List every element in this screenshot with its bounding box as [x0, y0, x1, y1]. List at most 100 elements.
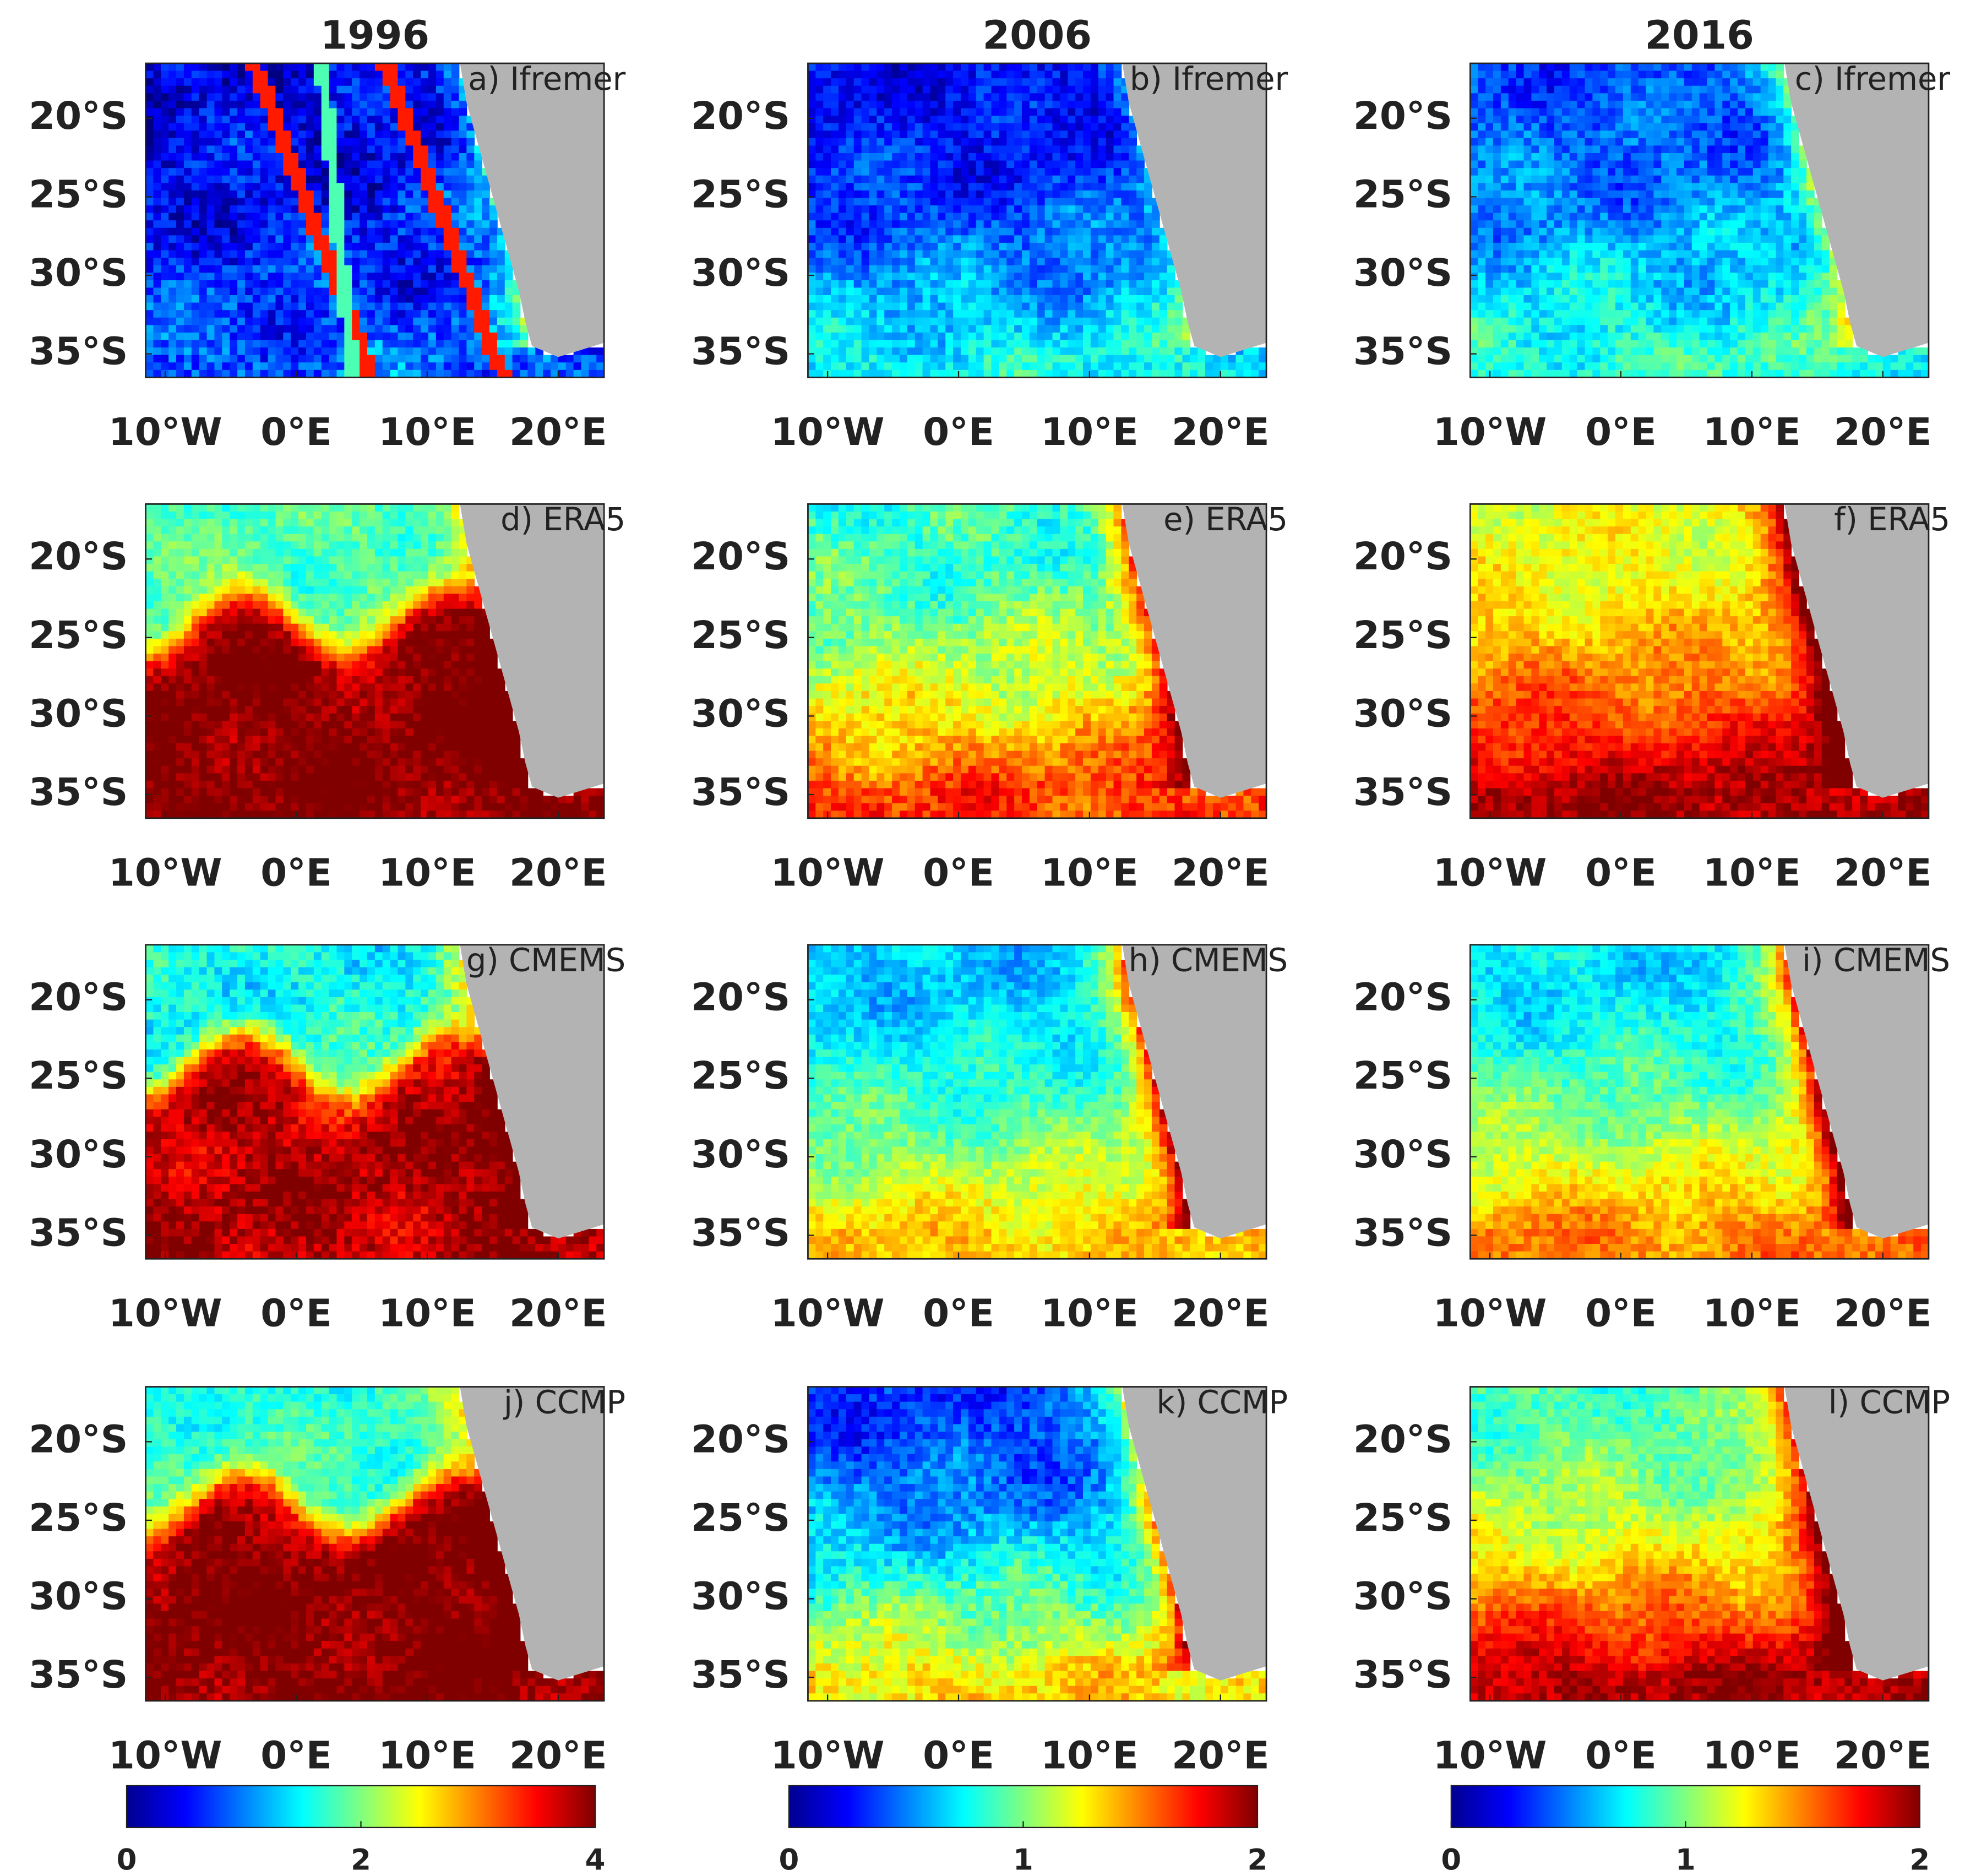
field-cell [176, 1004, 184, 1013]
field-cell [314, 340, 322, 348]
field-cell [298, 1012, 307, 1020]
field-cell [146, 287, 154, 296]
field-cell [161, 579, 169, 587]
field-cell [283, 526, 291, 535]
field-cell [214, 138, 222, 146]
field-cell [489, 773, 498, 781]
field-cell [344, 86, 352, 94]
field-cell [405, 952, 413, 960]
field-cell [268, 586, 276, 595]
field-cell [405, 63, 413, 72]
field-cell [436, 975, 444, 983]
field-cell [367, 1027, 375, 1035]
field-cell [390, 295, 399, 303]
field-cell [329, 138, 338, 146]
field-cell [268, 93, 276, 101]
field-cell [482, 325, 490, 333]
field-cell [237, 123, 246, 132]
field-cell [260, 318, 269, 326]
field-cell [474, 796, 482, 804]
field-cell [428, 1042, 437, 1050]
field-cell [306, 661, 314, 670]
field-cell [230, 265, 238, 274]
field-cell [405, 273, 413, 281]
field-cell [153, 205, 161, 214]
field-cell [436, 549, 444, 557]
field-cell [375, 1012, 383, 1020]
field-cell [436, 347, 444, 356]
field-cell [436, 743, 444, 752]
field-cell [192, 736, 200, 744]
field-cell [237, 1020, 246, 1028]
field-cell [245, 1087, 253, 1095]
field-cell [314, 235, 322, 243]
field-cell [168, 318, 177, 326]
field-cell [230, 504, 238, 512]
field-cell [306, 145, 314, 154]
field-cell [344, 205, 352, 214]
field-cell [336, 108, 345, 116]
field-cell [444, 71, 452, 79]
field-cell [390, 243, 399, 251]
field-cell [466, 1027, 475, 1035]
field-cell [253, 519, 261, 528]
field-cell [329, 706, 338, 714]
field-cell [398, 1079, 406, 1087]
field-cell [268, 280, 276, 289]
field-cell [329, 586, 338, 595]
field-cell [322, 228, 330, 236]
field-cell [329, 579, 338, 587]
field-cell [230, 639, 238, 647]
field-cell [344, 130, 352, 139]
field-cell [314, 1042, 322, 1050]
field-cell [253, 706, 261, 714]
field-cell [513, 803, 521, 812]
field-cell [245, 273, 253, 281]
field-cell [360, 549, 368, 557]
field-cell [253, 549, 261, 557]
field-cell [199, 624, 208, 632]
field-cell [222, 176, 230, 184]
field-cell [168, 683, 177, 692]
field-cell [222, 1027, 230, 1035]
field-cell [275, 1004, 284, 1013]
field-cell [283, 273, 291, 281]
field-cell [306, 198, 314, 206]
field-cell [184, 355, 192, 363]
field-cell [268, 1064, 276, 1073]
field-cell [352, 183, 360, 191]
field-cell [153, 534, 161, 542]
field-cell [161, 295, 169, 303]
field-cell [436, 526, 444, 535]
field-cell [466, 176, 475, 184]
field-cell [314, 1027, 322, 1035]
field-cell [199, 616, 208, 624]
field-cell [451, 93, 460, 101]
field-cell [184, 504, 192, 512]
field-cell [421, 967, 429, 976]
field-cell [352, 243, 360, 251]
x-tick-label: 0°E [260, 410, 332, 454]
field-cell [176, 519, 184, 528]
field-cell [421, 1110, 429, 1118]
field-cell [322, 945, 330, 953]
field-cell [428, 101, 437, 109]
field-cell [360, 960, 368, 968]
field-cell [413, 683, 421, 692]
field-cell [168, 1072, 177, 1080]
field-cell [161, 781, 169, 789]
field-cell [214, 586, 222, 595]
field-cell [146, 205, 154, 214]
field-cell [459, 153, 467, 161]
field-cell [390, 333, 399, 341]
field-cell [436, 699, 444, 707]
field-cell [375, 945, 383, 953]
field-cell [237, 310, 246, 318]
field-cell [260, 788, 269, 796]
field-cell [466, 736, 475, 744]
field-cell [222, 1110, 230, 1118]
field-cell [421, 601, 429, 610]
field-cell [306, 796, 314, 804]
field-cell [153, 303, 161, 311]
field-cell [207, 721, 215, 729]
